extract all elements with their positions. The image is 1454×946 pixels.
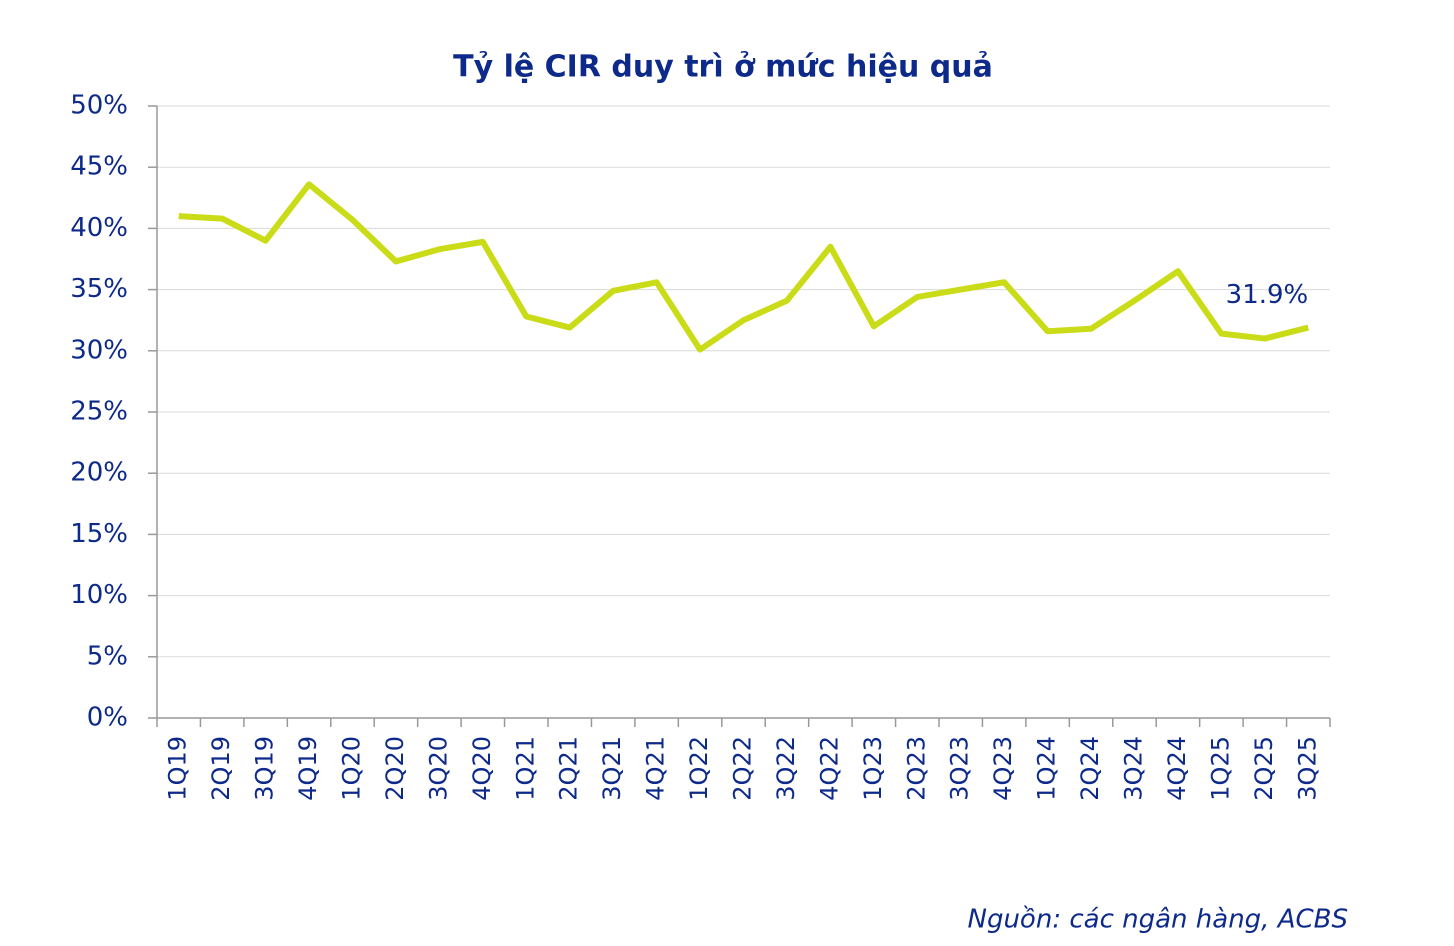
source-note: Nguồn: các ngân hàng, ACBS <box>968 905 1349 935</box>
x-tick-label: 2Q21 <box>555 736 583 801</box>
x-tick-label: 1Q25 <box>1206 736 1234 801</box>
x-tick-label: 4Q20 <box>468 736 496 801</box>
chart-title: Tỷ lệ CIR duy trì ở mức hiệu quả <box>453 50 993 85</box>
x-tick-label: 3Q19 <box>251 736 279 801</box>
y-tick-label: 10% <box>70 580 128 610</box>
y-tick-label: 25% <box>70 397 128 427</box>
x-tick-label: 1Q19 <box>164 736 192 801</box>
y-tick-label: 40% <box>70 213 128 243</box>
x-tick-label: 3Q23 <box>946 736 974 801</box>
x-tick-label: 2Q25 <box>1250 736 1278 801</box>
x-tick-label: 3Q21 <box>598 736 626 801</box>
x-tick-label: 2Q22 <box>729 736 757 801</box>
x-tick-label: 4Q21 <box>642 736 670 801</box>
x-tick-label: 2Q20 <box>381 736 409 801</box>
y-tick-label: 0% <box>87 703 128 733</box>
x-tick-label: 4Q22 <box>815 736 843 801</box>
y-tick-label: 20% <box>70 458 128 488</box>
data-label: 31.9% <box>1226 280 1309 310</box>
x-tick-label: 4Q19 <box>294 736 322 801</box>
x-tick-label: 3Q20 <box>424 736 452 801</box>
data-line <box>178 181 1310 353</box>
x-tick-label: 4Q24 <box>1163 736 1191 801</box>
x-tick-label: 4Q23 <box>989 736 1017 801</box>
y-tick-label: 15% <box>70 519 128 549</box>
x-tick-label: 1Q22 <box>685 736 713 801</box>
x-tick-label: 1Q24 <box>1033 736 1061 801</box>
x-tick-label: 2Q23 <box>902 736 930 801</box>
y-tick-label: 45% <box>70 152 128 182</box>
y-tick-label: 50% <box>70 91 128 121</box>
x-tick-label: 3Q25 <box>1293 736 1321 801</box>
x-tick-label: 2Q24 <box>1076 736 1104 801</box>
x-tick-label: 1Q20 <box>338 736 366 801</box>
x-tick-label: 1Q21 <box>511 736 539 801</box>
y-tick-label: 5% <box>87 641 128 671</box>
y-tick-label: 35% <box>70 274 128 304</box>
x-tick-label: 3Q22 <box>772 736 800 801</box>
x-tick-label: 2Q19 <box>207 736 235 801</box>
y-tick-label: 30% <box>70 335 128 365</box>
x-tick-label: 3Q24 <box>1120 736 1148 801</box>
x-tick-label: 1Q23 <box>859 736 887 801</box>
